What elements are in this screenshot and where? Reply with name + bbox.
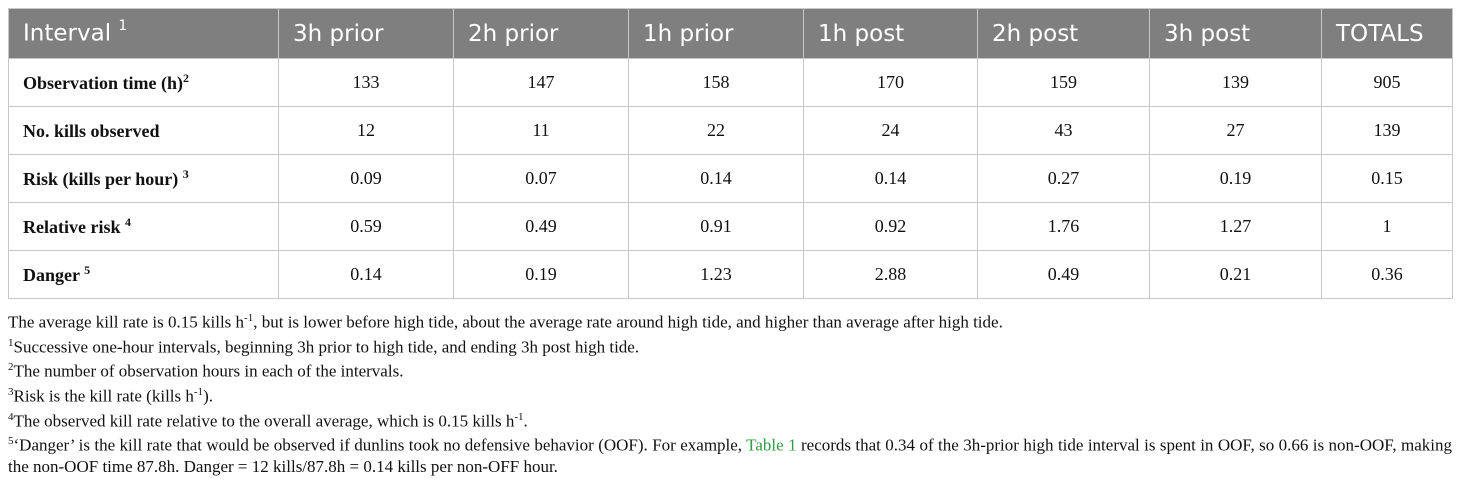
row-label: Danger 5 [8,250,279,299]
table-row-risk: Risk (kills per hour) 3 0.09 0.07 0.14 0… [8,154,1453,203]
table-row-observation-time: Observation time (h)2 133 147 158 170 15… [8,58,1453,107]
table-cell: 139 [1149,58,1322,107]
footnote-5: 5‘Danger’ is the kill rate that would be… [8,435,1452,476]
table-cell: 1.23 [628,250,804,299]
table-cell: 0.19 [1149,154,1322,203]
table-cell: 2.88 [803,250,978,299]
table-row-kills-observed: No. kills observed 12 11 22 24 43 27 139 [8,106,1453,155]
table-cell: 12 [278,106,454,155]
table-cell: 0.14 [278,250,454,299]
table-cell: 158 [628,58,804,107]
column-header-totals: TOTALS [1321,8,1453,59]
table-cell: 159 [977,58,1150,107]
table-cell: 11 [453,106,629,155]
table-cell: 0.27 [977,154,1150,203]
footnote-1: 1Successive one-hour intervals, beginnin… [8,336,640,357]
footnote-3: 3Risk is the kill rate (kills h-1). [8,385,213,406]
header-row: Interval 1 3h prior 2h prior 1h prior 1h… [8,8,1453,59]
row-label: No. kills observed [8,106,279,155]
footnote-4: 4The observed kill rate relative to the … [8,410,528,431]
table-cell: 133 [278,58,454,107]
row-label: Relative risk 4 [8,202,279,251]
table-cell: 1.27 [1149,202,1322,251]
table-cell: 22 [628,106,804,155]
table-cell: 905 [1321,58,1453,107]
table-cell: 170 [803,58,978,107]
column-header-interval: Interval 1 [8,8,279,59]
column-header-2h-prior: 2h prior [453,8,629,59]
table-cell: 0.19 [453,250,629,299]
data-table: Interval 1 3h prior 2h prior 1h prior 1h… [8,8,1453,299]
table-cell: 1.76 [977,202,1150,251]
footnote-main: The average kill rate is 0.15 kills h-1,… [8,312,1003,332]
data-table-container: Interval 1 3h prior 2h prior 1h prior 1h… [8,8,1453,299]
table-row-relative-risk: Relative risk 4 0.59 0.49 0.91 0.92 1.76… [8,202,1453,251]
table-cell: 147 [453,58,629,107]
table-row-danger: Danger 5 0.14 0.19 1.23 2.88 0.49 0.21 0… [8,250,1453,299]
row-label: Risk (kills per hour) 3 [8,154,279,203]
table-cell: 24 [803,106,978,155]
table-footnotes: The average kill rate is 0.15 kills h-1,… [8,308,1452,477]
table-cell: 0.07 [453,154,629,203]
table-cell: 0.14 [803,154,978,203]
row-label: Observation time (h)2 [8,58,279,107]
column-header-1h-post: 1h post [803,8,978,59]
table-cell: 139 [1321,106,1453,155]
table-cell: 0.91 [628,202,804,251]
table-cell: 0.92 [803,202,978,251]
column-header-3h-prior: 3h prior [278,8,454,59]
footnote-2: 2The number of observation hours in each… [8,361,404,381]
table-cell: 0.09 [278,154,454,203]
table-cell: 27 [1149,106,1322,155]
column-header-3h-post: 3h post [1149,8,1322,59]
column-header-1h-prior: 1h prior [628,8,804,59]
table-cell: 0.21 [1149,250,1322,299]
table-cell: 0.49 [453,202,629,251]
table-cell: 0.36 [1321,250,1453,299]
table-cell: 0.49 [977,250,1150,299]
table-cell: 1 [1321,202,1453,251]
table-cell: 0.59 [278,202,454,251]
column-header-2h-post: 2h post [977,8,1150,59]
table-cell: 43 [977,106,1150,155]
table-1-link[interactable]: Table 1 [746,435,797,455]
table-cell: 0.14 [628,154,804,203]
table-cell: 0.15 [1321,154,1453,203]
